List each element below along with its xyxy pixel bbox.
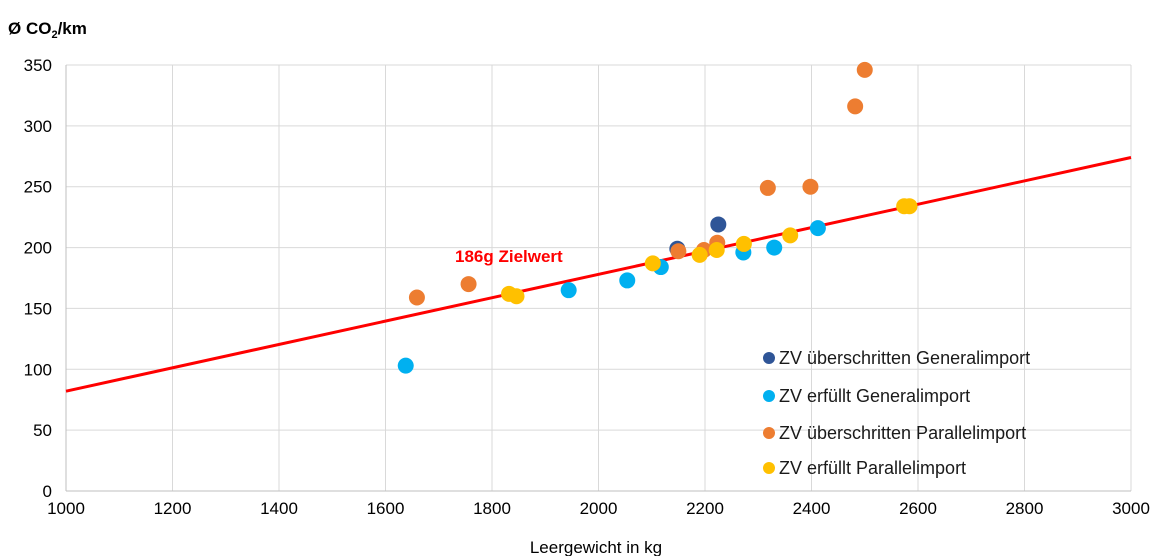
y-tick-label: 100 [24, 360, 52, 379]
y-tick-label: 300 [24, 117, 52, 136]
legend-marker-overschritten-generalimport [763, 352, 775, 364]
y-tick-labels: 0 50 100 150 200 250 300 350 [24, 56, 52, 501]
scatter-point-series-3 [508, 288, 525, 305]
x-tick-label: 2000 [580, 499, 618, 518]
legend-label-erfullt-generalimport: ZV erfüllt Generalimport [779, 386, 970, 406]
y-tick-label: 0 [43, 482, 52, 501]
y-tick-label: 150 [24, 299, 52, 318]
x-tick-label: 1400 [260, 499, 298, 518]
legend-marker-erfullt-generalimport [763, 390, 775, 402]
legend-label-erfullt-parallelimport: ZV erfüllt Parallelimport [779, 458, 966, 478]
y-tick-label: 50 [33, 421, 52, 440]
target-line [65, 156, 1132, 393]
scatter-point-series-3 [691, 246, 708, 263]
x-axis-title: Leergewicht in kg [530, 538, 662, 556]
scatter-point-series-2 [847, 98, 864, 115]
data-points [397, 61, 918, 374]
scatter-point-series-1 [809, 220, 826, 237]
scatter-point-series-2 [460, 276, 477, 293]
y-axis-title: Ø CO2/km [8, 19, 87, 41]
y-tick-label: 200 [24, 239, 52, 258]
scatter-point-series-2 [670, 243, 687, 260]
legend-marker-overschritten-parallelimport [763, 427, 775, 439]
scatter-point-series-1 [619, 272, 636, 289]
scatter-point-series-3 [735, 235, 752, 252]
legend-marker-erfullt-parallelimport [763, 462, 775, 474]
x-tick-label: 1600 [367, 499, 405, 518]
grid-lines [66, 64, 1132, 491]
legend-label-overschritten-generalimport: ZV überschritten Generalimport [779, 348, 1030, 368]
legend-label-overschritten-parallelimport: ZV überschritten Parallelimport [779, 423, 1026, 443]
scatter-point-series-3 [782, 227, 799, 244]
scatter-point-series-1 [397, 357, 414, 374]
scatter-point-series-2 [408, 289, 425, 306]
x-tick-label: 1000 [47, 499, 85, 518]
legend: ZV überschritten Generalimport ZV erfüll… [763, 348, 1030, 478]
x-tick-label: 1800 [473, 499, 511, 518]
scatter-point-series-2 [802, 178, 819, 195]
scatter-point-series-1 [766, 239, 783, 256]
x-tick-label: 2200 [686, 499, 724, 518]
x-tick-label: 3000 [1112, 499, 1150, 518]
scatter-point-series-3 [644, 255, 661, 272]
scatter-point-series-0 [710, 216, 727, 233]
scatter-point-series-2 [856, 61, 873, 78]
axes [65, 65, 1131, 492]
x-tick-label: 2400 [793, 499, 831, 518]
scatter-point-series-2 [759, 179, 776, 196]
x-tick-label: 2800 [1006, 499, 1044, 518]
x-tick-label: 2600 [899, 499, 937, 518]
scatter-point-series-3 [708, 242, 725, 259]
y-tick-label: 350 [24, 56, 52, 75]
x-tick-labels: 1000 1200 1400 1600 1800 2000 2200 2400 2600 2800… [47, 499, 1150, 518]
target-line-group [65, 156, 1132, 393]
scatter-point-series-3 [901, 198, 918, 215]
scatter-point-series-1 [560, 282, 577, 299]
y-tick-label: 250 [24, 178, 52, 197]
x-tick-label: 1200 [154, 499, 192, 518]
target-line-label: 186g Zielwert [455, 247, 563, 266]
